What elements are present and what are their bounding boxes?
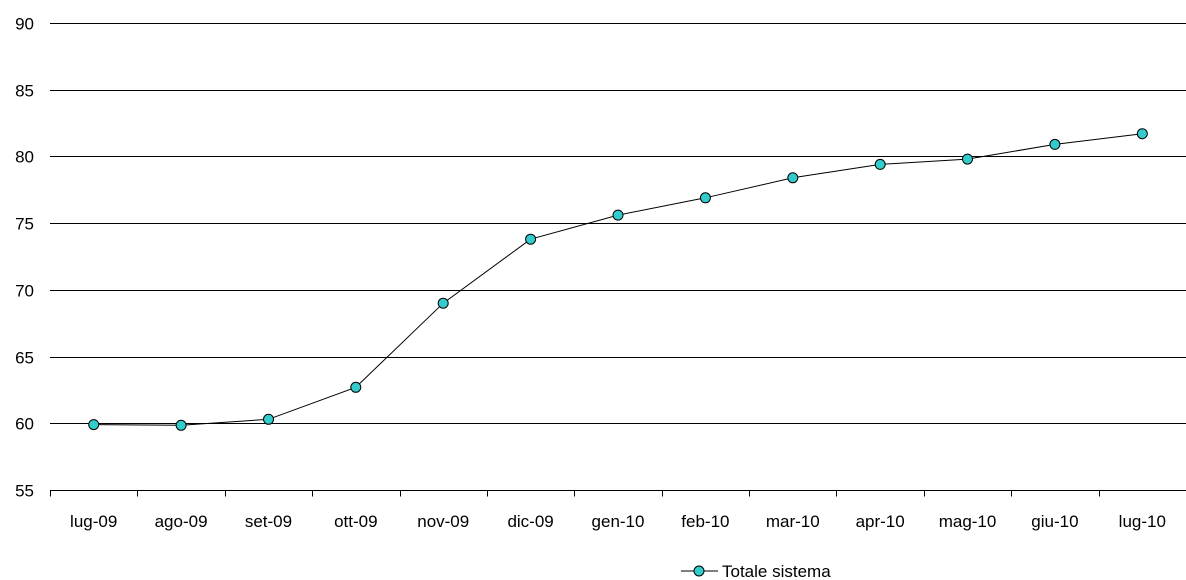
legend-label-totale-sistema: Totale sistema — [722, 562, 831, 580]
x-tick-label: mag-10 — [939, 512, 997, 531]
x-tick-label: set-09 — [245, 512, 292, 531]
y-tick-labels: 55 60 65 70 75 80 85 90 — [15, 15, 34, 501]
x-tick-label: giu-10 — [1031, 512, 1078, 531]
data-point — [263, 413, 274, 425]
data-point — [612, 209, 624, 221]
data-point — [874, 158, 886, 170]
series-line — [93, 133, 1143, 426]
y-tick-label: 90 — [15, 15, 34, 34]
x-tick-label: lug-09 — [70, 512, 117, 531]
x-tick-label: feb-10 — [681, 512, 729, 531]
data-point — [437, 297, 449, 309]
data-point — [88, 419, 100, 431]
x-tick-label: gen-10 — [592, 512, 645, 531]
data-point — [699, 192, 711, 204]
data-point — [1049, 138, 1061, 150]
data-point — [350, 381, 362, 393]
data-point — [787, 172, 799, 184]
y-tick-label: 65 — [15, 349, 34, 368]
x-tick-label: ott-09 — [334, 512, 377, 531]
gridlines — [50, 23, 1186, 424]
x-tick-label: mar-10 — [766, 512, 820, 531]
y-tick-label: 80 — [15, 148, 34, 167]
data-point — [525, 233, 537, 245]
legend: Totale sistema — [681, 562, 831, 580]
x-tick-label: dic-09 — [507, 512, 553, 531]
data-point — [1136, 128, 1148, 140]
legend-marker-swatch — [693, 565, 705, 577]
series-totale-sistema — [88, 128, 1148, 431]
x-tick-label: apr-10 — [856, 512, 905, 531]
x-tick-labels: lug-09 ago-09 set-09 ott-09 nov-09 dic-09 gen-… — [70, 512, 1166, 531]
x-tick-label: lug-10 — [1119, 512, 1166, 531]
data-point — [175, 419, 187, 431]
y-tick-label: 85 — [15, 82, 34, 101]
y-tick-label: 75 — [15, 215, 34, 234]
y-tick-label: 70 — [15, 282, 34, 301]
y-tick-label: 60 — [15, 415, 34, 434]
y-tick-label: 55 — [15, 482, 34, 501]
x-tick-label: ago-09 — [155, 512, 208, 531]
x-tick-label: nov-09 — [417, 512, 469, 531]
axes — [50, 490, 1186, 497]
data-point — [962, 153, 973, 165]
